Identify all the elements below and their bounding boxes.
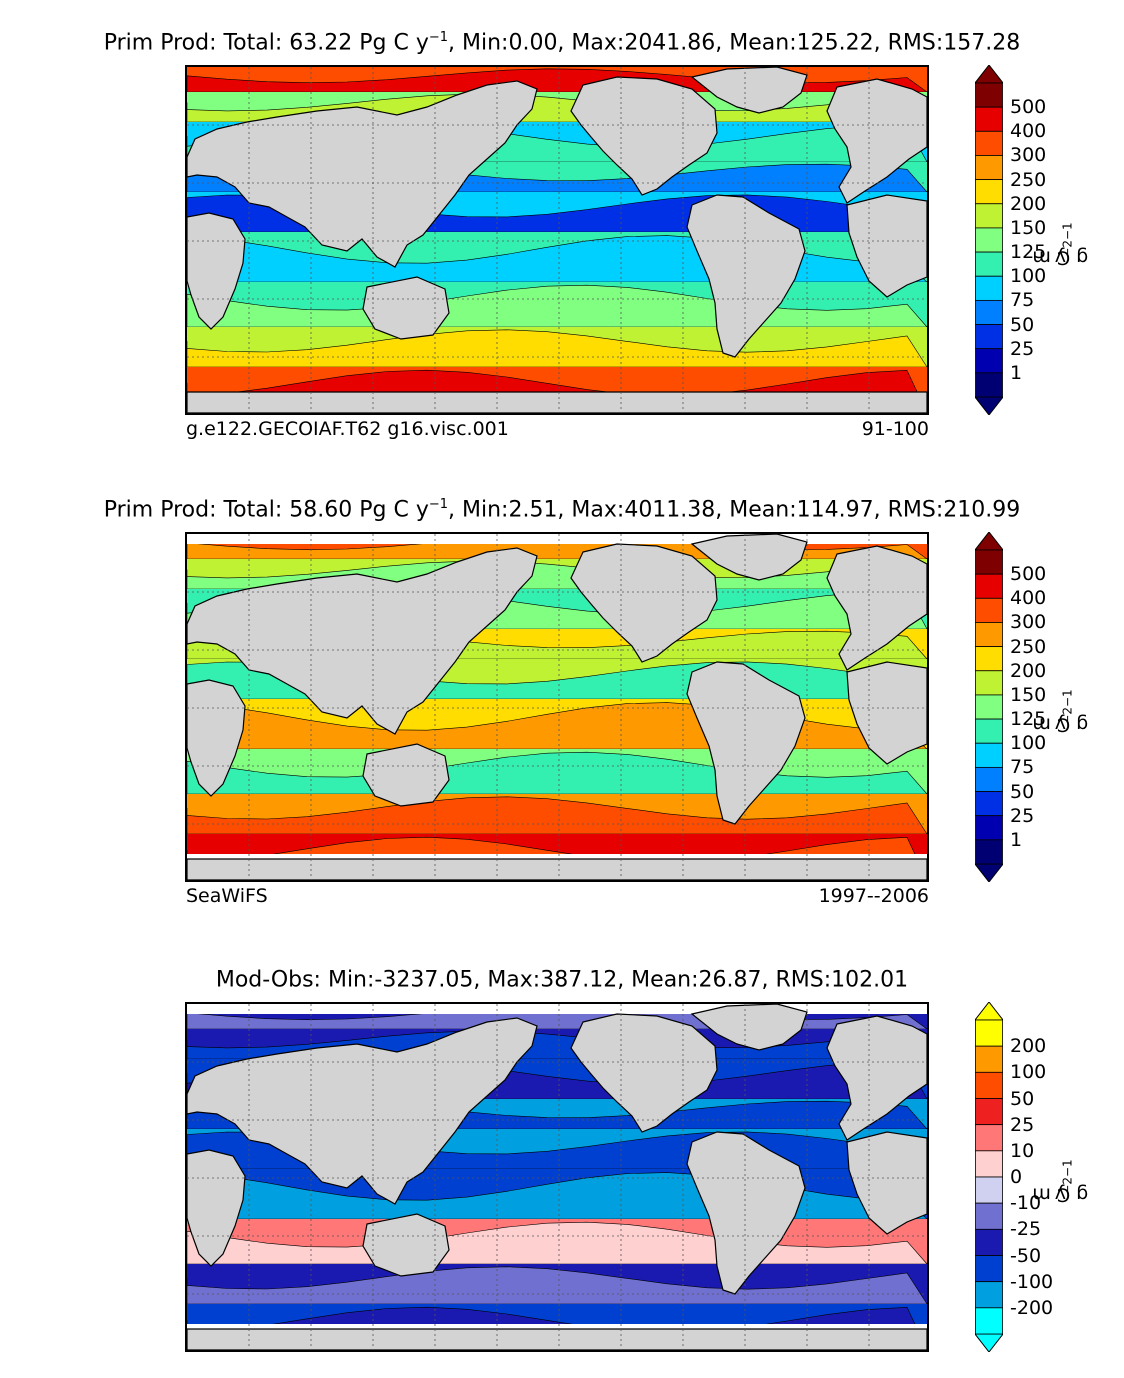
colorbar-tick-label: 25 — [1010, 1113, 1035, 1136]
colorbar-tick-label: -25 — [1010, 1218, 1042, 1241]
colorbar-tick-label: 100 — [1010, 732, 1047, 755]
colorbar-tick-label: 1 — [1010, 828, 1023, 851]
panel-title: Prim Prod: Total: 58.60 Pg C y−1, Min:2.… — [103, 497, 1021, 523]
colorbar-tick-label: 10 — [1010, 1139, 1035, 1162]
colorbar-tick-label: 25 — [1010, 337, 1035, 360]
years-label: 91-100 — [861, 418, 929, 440]
colorbar-tick-label: 250 — [1010, 168, 1047, 191]
colorbar — [975, 1002, 1003, 1352]
case-label: g.e122.GECOIAF.T62 g16.visc.001 — [186, 418, 509, 440]
colorbar-tick-label: 50 — [1010, 313, 1035, 336]
colorbar-tick-label: -200 — [1010, 1296, 1054, 1319]
map-field — [187, 534, 927, 880]
panel-title: Prim Prod: Total: 63.22 Pg C y−1, Min:0.… — [103, 30, 1021, 56]
colorbar-tick-label: 75 — [1010, 756, 1035, 779]
panel-title: Mod-Obs: Min:-3237.05, Max:387.12, Mean:… — [215, 967, 909, 993]
colorbar-tick-label: 1 — [1010, 361, 1023, 384]
colorbar-tick-label: 125 — [1010, 708, 1047, 731]
colorbar-tick-label: 200 — [1010, 1035, 1047, 1058]
colorbar-tick-label: 250 — [1010, 635, 1047, 658]
colorbar-tick-label: 400 — [1010, 120, 1047, 143]
colorbar-bands — [975, 65, 1003, 415]
colorbar-tick-label: 300 — [1010, 611, 1047, 634]
map-panel-difference: Mod-Obs: Min:-3237.05, Max:387.12, Mean:… — [0, 937, 1124, 1377]
colorbar-tick-label: 500 — [1010, 563, 1047, 586]
colorbar-tick-label: -100 — [1010, 1270, 1054, 1293]
colorbar-tick-label: 200 — [1010, 192, 1047, 215]
colorbar-tick-label: 75 — [1010, 289, 1035, 312]
colorbar-tick-label: 500 — [1010, 96, 1047, 119]
colorbar-tick-label: 300 — [1010, 144, 1047, 167]
world-map-model — [185, 65, 929, 415]
colorbar-bands — [975, 532, 1003, 882]
colorbar-tick-label: 400 — [1010, 587, 1047, 610]
colorbar-tick-label: 100 — [1010, 1061, 1047, 1084]
world-map-difference — [185, 1002, 929, 1352]
colorbar-tick-label: 150 — [1010, 683, 1047, 706]
colorbar-tick-label: 50 — [1010, 1087, 1035, 1110]
colorbar-tick-label: -10 — [1010, 1192, 1042, 1215]
colorbar-tick-label: -50 — [1010, 1244, 1042, 1267]
colorbar-tick-label: 100 — [1010, 265, 1047, 288]
colorbar-tick-label: 0 — [1010, 1166, 1023, 1188]
colorbar — [975, 532, 1003, 882]
colorbar-bands — [975, 1002, 1003, 1352]
colorbar — [975, 65, 1003, 415]
colorbar-tick-label: 50 — [1010, 780, 1035, 803]
map-panel-obs: Prim Prod: Total: 58.60 Pg C y−1, Min:2.… — [0, 467, 1124, 907]
colorbar-tick-label: 150 — [1010, 216, 1047, 239]
years-label: 1997--2006 — [818, 885, 929, 907]
colorbar-tick-label: 200 — [1010, 659, 1047, 682]
world-map-obs — [185, 532, 929, 882]
colorbar-tick-label: 125 — [1010, 241, 1047, 264]
map-panel-model: Prim Prod: Total: 63.22 Pg C y−1, Min:0.… — [0, 0, 1124, 440]
map-field — [187, 1004, 927, 1350]
source-label: SeaWiFS — [186, 885, 268, 907]
colorbar-tick-label: 25 — [1010, 804, 1035, 827]
map-field — [187, 67, 927, 413]
